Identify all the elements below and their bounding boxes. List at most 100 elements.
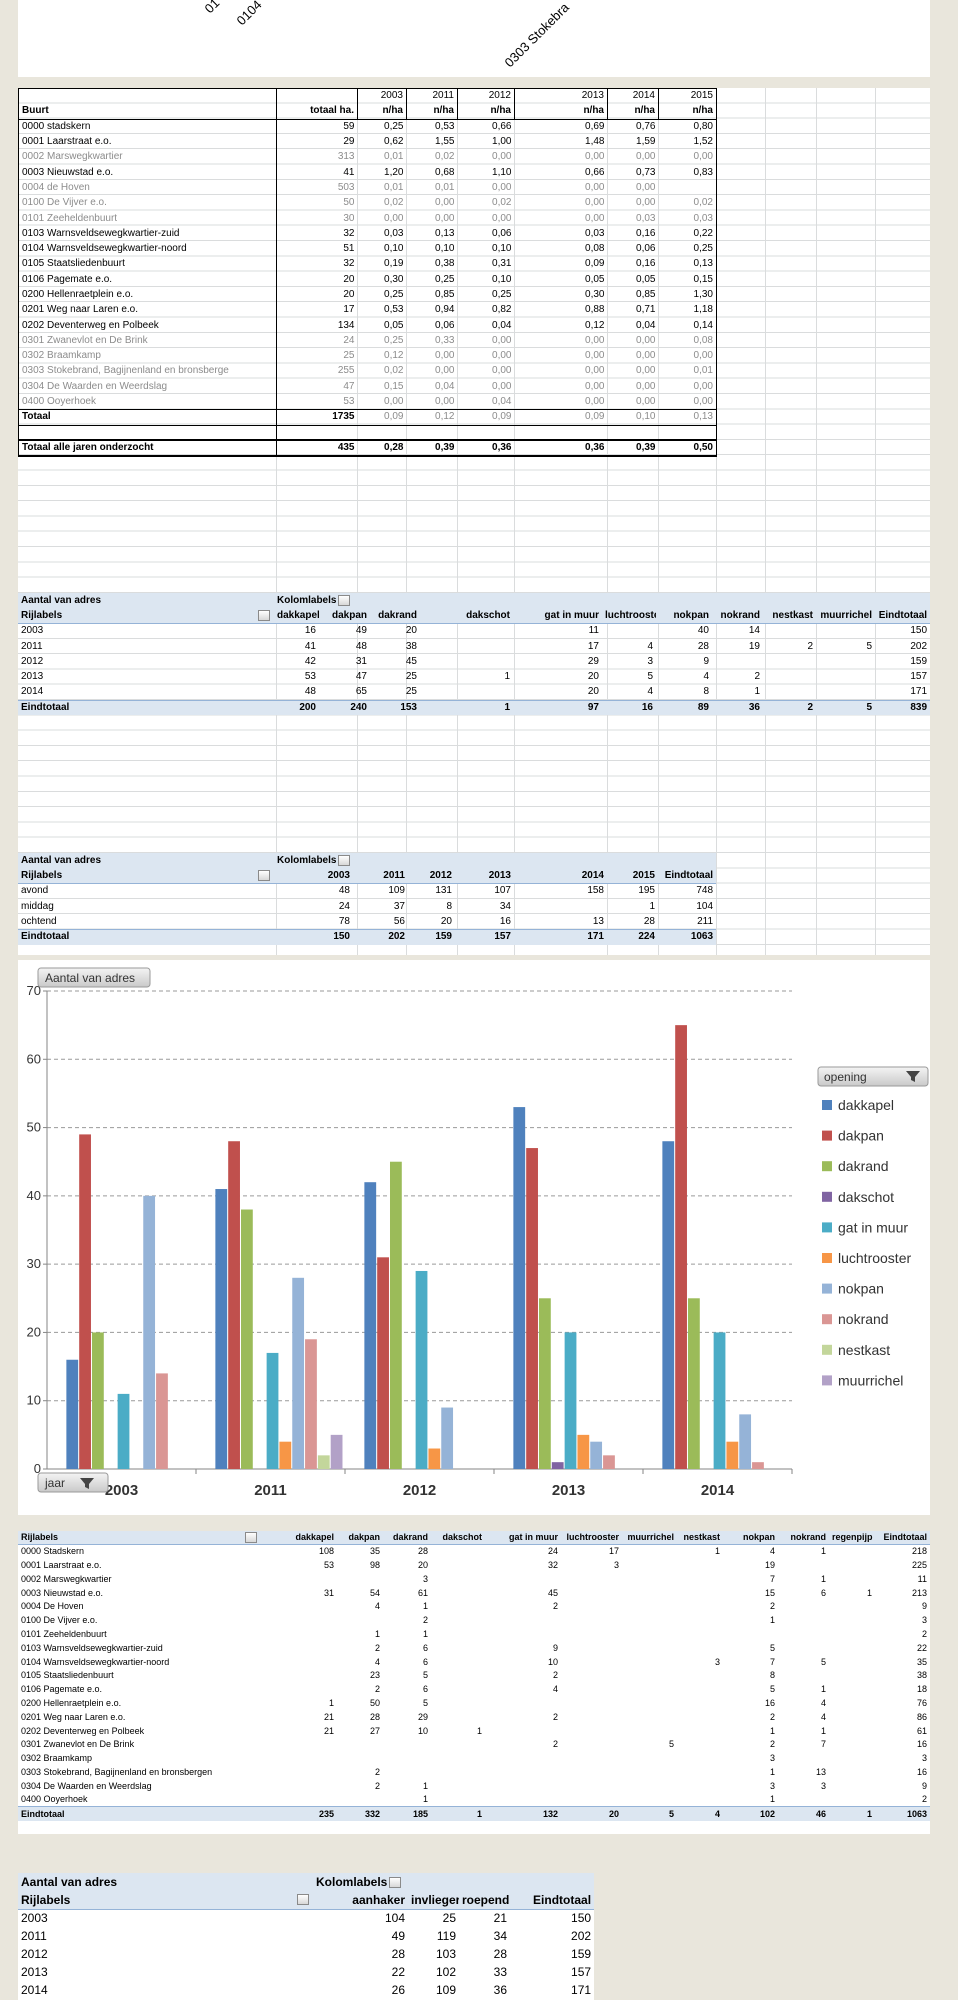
cell: 211 bbox=[697, 915, 714, 927]
cell bbox=[561, 1641, 622, 1655]
cell bbox=[561, 1710, 622, 1724]
cell bbox=[18, 424, 277, 441]
cell bbox=[561, 1724, 622, 1738]
cell: 1 bbox=[420, 699, 513, 716]
cell: 0101 Zeeheldenbuurt bbox=[18, 210, 277, 227]
cell: 202 bbox=[571, 1929, 592, 1943]
cell bbox=[431, 1655, 485, 1669]
cell: 0201 Weg naar Laren e.o. bbox=[18, 302, 277, 318]
cell: Kolomlabels bbox=[274, 593, 931, 609]
cell bbox=[763, 624, 816, 639]
bar bbox=[526, 1148, 538, 1469]
cell: 0000 Stadskern bbox=[21, 1546, 85, 1557]
cell bbox=[485, 1572, 561, 1586]
bar bbox=[564, 1332, 577, 1469]
cell bbox=[276, 87, 358, 104]
cell: roepend bbox=[459, 1891, 510, 1910]
cell bbox=[622, 1641, 677, 1655]
cell: 0105 Staatsliedenbuurt bbox=[21, 1670, 114, 1681]
cell: 2 bbox=[374, 1642, 380, 1653]
cell: 225 bbox=[911, 1559, 927, 1570]
cell bbox=[431, 1752, 485, 1766]
cell bbox=[677, 1710, 723, 1724]
cell: 0,19 bbox=[384, 258, 404, 270]
bar bbox=[662, 1141, 675, 1469]
cell: 1 bbox=[714, 1546, 720, 1557]
cell: n/ha bbox=[406, 103, 458, 120]
field-button[interactable] bbox=[37, 967, 151, 988]
legend-button[interactable] bbox=[817, 1066, 929, 1087]
cell: 13 bbox=[592, 915, 604, 927]
cell: 1 bbox=[769, 1615, 775, 1626]
cell bbox=[622, 1779, 677, 1793]
cell: 5 bbox=[647, 671, 653, 683]
legend-label: muurrichel bbox=[838, 1372, 903, 1388]
cell bbox=[778, 1559, 829, 1573]
data-row: 2013 53 47 25 1 20 5 4 2 157 bbox=[18, 669, 930, 684]
cell: 1 bbox=[649, 900, 655, 912]
cell: 2 bbox=[422, 1615, 428, 1626]
cell bbox=[829, 1641, 875, 1655]
pivot-opening-buurt: Rijlabels dakkapel dakpan dakrand dakschot ga… bbox=[18, 1531, 930, 1821]
cell: 23 bbox=[369, 1670, 380, 1681]
cell: 171 bbox=[910, 686, 928, 698]
pivot-opening-year: Aantal van adres Kolomlabels Rijlabels dakk… bbox=[18, 593, 931, 716]
data-row: 2003 104 25 21 150 bbox=[18, 1909, 594, 1927]
axis-label: 0104 bbox=[234, 0, 265, 28]
cell bbox=[561, 1766, 622, 1780]
cell bbox=[622, 1559, 677, 1573]
cell: 47 bbox=[355, 671, 367, 683]
cell bbox=[829, 1614, 875, 1628]
cell bbox=[829, 1683, 875, 1697]
cell: 0,80 bbox=[658, 119, 717, 135]
cell: 45 bbox=[405, 655, 417, 667]
cell: 0200 Hellenraetplein e.o. bbox=[21, 1697, 122, 1708]
cell: 38 bbox=[916, 1670, 927, 1681]
grand-total-row: Eindtotaal 200 240 153 1 97 16 89 36 2 5 839 bbox=[18, 699, 931, 716]
cell bbox=[829, 1572, 875, 1586]
filter-button[interactable] bbox=[245, 1531, 257, 1543]
data-row: 0104 Warnsveldsewegkwartier-noord 4 6 10 3 7 5… bbox=[18, 1655, 930, 1669]
filter-button[interactable] bbox=[338, 855, 351, 867]
cell: 16 bbox=[916, 1739, 927, 1750]
legend-label: dakschot bbox=[838, 1189, 894, 1205]
y-tick-label: 10 bbox=[27, 1393, 41, 1408]
filter-button[interactable] bbox=[258, 869, 270, 881]
table-body: 2003 2011 2012 2013 2014 2015 Buurt totaal ha. n… bbox=[18, 87, 717, 457]
cell: 46 bbox=[778, 1806, 829, 1821]
cell: 119 bbox=[436, 1929, 456, 1943]
filter-button[interactable] bbox=[258, 609, 270, 621]
cell: Kolomlabels bbox=[274, 853, 717, 869]
cell bbox=[485, 1752, 561, 1766]
cell: 97 bbox=[513, 699, 602, 716]
cell: 4 bbox=[647, 686, 653, 698]
cell: 0202 Deventerweg en Polbeek bbox=[21, 1725, 145, 1736]
cell: 29 bbox=[417, 1711, 428, 1722]
cell: 0,00 bbox=[435, 365, 455, 377]
cell: 2013 bbox=[21, 671, 44, 683]
filter-button[interactable] bbox=[338, 595, 351, 607]
cell bbox=[778, 1669, 829, 1683]
field-button[interactable] bbox=[37, 1472, 109, 1493]
cell: 153 bbox=[370, 699, 420, 716]
cell: 0,01 bbox=[384, 151, 404, 163]
data-row: 0101 Zeeheldenbuurt 30 0,00 0,00 0,00 0,00 0,0… bbox=[18, 210, 717, 227]
cell: 9 bbox=[703, 655, 709, 667]
cell: 15 bbox=[764, 1587, 775, 1598]
cell: 0105 Staatsliedenbuurt bbox=[18, 256, 277, 273]
data-row: 0103 Warnsveldsewegkwartier-zuid 2 6 9 5 22 bbox=[18, 1641, 930, 1655]
legend-label: dakpan bbox=[838, 1128, 884, 1144]
cell bbox=[622, 1683, 677, 1697]
cell: 1 bbox=[829, 1806, 875, 1821]
table-body: Aantal van adres Kolomlabels Rijlabels dakk… bbox=[18, 593, 931, 716]
filter-button[interactable] bbox=[389, 1877, 402, 1889]
cell bbox=[261, 1572, 337, 1586]
cell: 1,30 bbox=[658, 287, 717, 303]
filter-button[interactable] bbox=[297, 1893, 309, 1905]
cell: 61 bbox=[417, 1587, 428, 1598]
cell: 0201 Weg naar Laren e.o. bbox=[21, 1711, 126, 1722]
cell: 0,00 bbox=[492, 350, 512, 362]
caption-row: Aantal van adres Kolomlabels bbox=[18, 853, 717, 869]
cell: 16 bbox=[499, 915, 511, 927]
cell: muurrichel bbox=[816, 608, 875, 625]
